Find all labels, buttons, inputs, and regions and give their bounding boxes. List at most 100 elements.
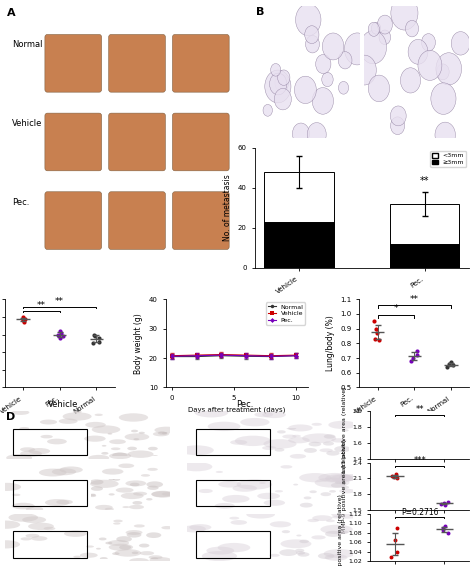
Pec. xyxy=(169,353,174,359)
Circle shape xyxy=(128,450,154,458)
Y-axis label: ki67 positive area (relative): ki67 positive area (relative) xyxy=(338,494,343,567)
Circle shape xyxy=(302,433,336,443)
Circle shape xyxy=(182,526,206,532)
Pec. xyxy=(194,352,200,359)
Circle shape xyxy=(264,439,297,448)
Circle shape xyxy=(195,408,228,417)
Circle shape xyxy=(84,435,106,442)
Circle shape xyxy=(338,52,352,69)
Circle shape xyxy=(391,0,418,30)
Circle shape xyxy=(9,513,38,522)
Circle shape xyxy=(162,492,174,496)
Circle shape xyxy=(134,524,145,527)
Circle shape xyxy=(331,509,364,519)
Pec. xyxy=(219,352,224,358)
Circle shape xyxy=(109,453,131,459)
Point xyxy=(413,346,420,356)
Text: Vehicle: Vehicle xyxy=(12,119,42,128)
Point xyxy=(56,327,64,336)
Circle shape xyxy=(39,468,66,476)
Circle shape xyxy=(262,411,286,418)
Circle shape xyxy=(316,54,331,74)
Circle shape xyxy=(109,544,133,551)
Circle shape xyxy=(319,473,351,483)
Point xyxy=(371,335,379,344)
Point xyxy=(95,337,103,346)
Circle shape xyxy=(331,438,346,443)
Circle shape xyxy=(215,503,235,509)
Circle shape xyxy=(116,488,134,493)
Pec. xyxy=(244,352,249,359)
Circle shape xyxy=(133,492,147,496)
Text: Pec.: Pec. xyxy=(237,400,254,409)
Text: ***: *** xyxy=(413,456,426,466)
Circle shape xyxy=(152,491,172,497)
FancyBboxPatch shape xyxy=(173,192,229,249)
Point xyxy=(449,361,456,370)
Line: Normal: Normal xyxy=(170,354,298,358)
Circle shape xyxy=(118,463,134,468)
Circle shape xyxy=(230,520,247,525)
Circle shape xyxy=(320,524,353,534)
Circle shape xyxy=(73,556,81,558)
Point xyxy=(440,520,448,529)
Circle shape xyxy=(296,4,321,36)
Bar xyxy=(390,244,459,268)
Circle shape xyxy=(73,411,82,413)
Circle shape xyxy=(391,117,405,134)
Bar xyxy=(13,429,88,455)
Circle shape xyxy=(0,540,20,548)
Circle shape xyxy=(307,122,326,146)
Legend: Normal, Vehicle, Pec.: Normal, Vehicle, Pec. xyxy=(266,302,305,325)
Normal xyxy=(293,352,299,359)
Point xyxy=(20,318,27,327)
Point xyxy=(19,312,27,321)
Y-axis label: Body weight (g): Body weight (g) xyxy=(134,313,143,374)
Circle shape xyxy=(312,88,333,114)
Circle shape xyxy=(129,505,144,509)
Point xyxy=(21,314,28,323)
Point xyxy=(444,518,451,527)
Point xyxy=(439,523,447,532)
Text: **: ** xyxy=(37,301,46,310)
Circle shape xyxy=(390,106,406,126)
FancyBboxPatch shape xyxy=(45,35,101,92)
Point xyxy=(18,316,26,325)
Circle shape xyxy=(278,70,290,86)
Point xyxy=(55,330,62,339)
Point xyxy=(388,471,396,480)
Circle shape xyxy=(263,104,273,116)
FancyBboxPatch shape xyxy=(45,113,101,171)
Circle shape xyxy=(60,467,83,473)
Circle shape xyxy=(129,558,149,564)
Vehicle xyxy=(268,352,274,359)
X-axis label: Days after treatment (days): Days after treatment (days) xyxy=(188,407,286,413)
Circle shape xyxy=(288,437,310,443)
Text: Vehicle: Vehicle xyxy=(47,400,78,409)
Circle shape xyxy=(126,530,143,535)
Circle shape xyxy=(325,474,354,483)
Circle shape xyxy=(52,468,76,475)
Circle shape xyxy=(20,447,35,452)
Circle shape xyxy=(0,521,20,529)
Point xyxy=(91,332,99,341)
Circle shape xyxy=(451,32,470,55)
Circle shape xyxy=(105,507,114,510)
Circle shape xyxy=(218,481,241,488)
Circle shape xyxy=(85,422,106,428)
Circle shape xyxy=(269,554,280,557)
Circle shape xyxy=(371,23,381,34)
Circle shape xyxy=(12,494,20,496)
Circle shape xyxy=(121,493,144,499)
Circle shape xyxy=(6,454,32,462)
Circle shape xyxy=(308,519,319,522)
Circle shape xyxy=(31,536,47,541)
Circle shape xyxy=(28,523,54,530)
Circle shape xyxy=(229,517,239,519)
Circle shape xyxy=(237,480,272,489)
Point xyxy=(413,350,421,359)
Text: **: ** xyxy=(415,405,424,414)
Circle shape xyxy=(338,82,348,94)
Circle shape xyxy=(12,410,29,415)
Point xyxy=(392,504,399,513)
